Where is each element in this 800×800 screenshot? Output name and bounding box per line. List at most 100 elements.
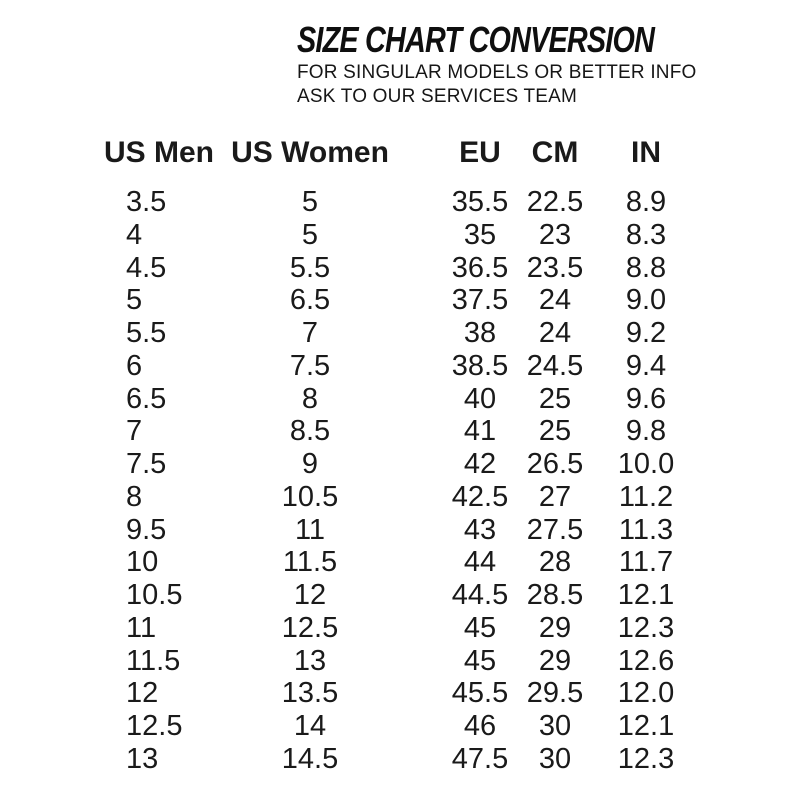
cell-eu: 45 bbox=[463, 611, 497, 644]
cell-in: 9.6 bbox=[625, 382, 667, 415]
cell-us-women: 7 bbox=[301, 317, 319, 349]
cell-cm: 25 bbox=[538, 415, 572, 448]
cell-in: 8.8 bbox=[625, 251, 667, 284]
cell-cm: 29 bbox=[538, 611, 572, 644]
subtitle-line-2: ASK TO OUR SERVICES TEAM bbox=[297, 85, 578, 107]
column-header-eu: EU bbox=[459, 136, 501, 169]
cell-in: 9.2 bbox=[625, 317, 667, 349]
cell-us-men: 13 bbox=[126, 742, 159, 775]
cell-cm: 28.5 bbox=[526, 579, 584, 611]
table-row: 4.5 5.5 36.5 23.5 8.8 bbox=[0, 252, 800, 285]
cell-cm: 30 bbox=[538, 742, 572, 775]
cell-us-men: 5.5 bbox=[126, 317, 167, 349]
cell-us-men: 3.5 bbox=[126, 186, 167, 218]
table-row: 3.5 5 35.5 22.5 8.9 bbox=[0, 186, 800, 219]
cell-cm: 22.5 bbox=[526, 186, 584, 218]
table-row: 12.5 14 46 30 12.1 bbox=[0, 710, 800, 743]
cell-in: 9.8 bbox=[625, 415, 667, 448]
cell-eu: 38 bbox=[463, 317, 497, 349]
cell-us-women: 5 bbox=[301, 218, 319, 251]
cell-us-men: 11 bbox=[126, 611, 157, 644]
table-header-row: US Men US Women EU CM IN bbox=[0, 136, 800, 169]
cell-us-women: 5 bbox=[301, 186, 319, 218]
cell-eu: 43 bbox=[463, 513, 497, 546]
column-header-us-women: US Women bbox=[231, 136, 389, 169]
cell-us-men: 12.5 bbox=[126, 710, 183, 742]
cell-eu: 40 bbox=[463, 382, 497, 415]
cell-us-men: 7 bbox=[126, 415, 143, 448]
cell-us-women: 9 bbox=[301, 448, 319, 480]
table-row: 12 13.5 45.5 29.5 12.0 bbox=[0, 677, 800, 710]
cell-eu: 36.5 bbox=[451, 251, 509, 284]
table-row: 8 10.5 42.5 27 11.2 bbox=[0, 481, 800, 514]
cell-eu: 35 bbox=[463, 218, 497, 251]
cell-us-women: 12 bbox=[293, 579, 327, 611]
cell-cm: 23.5 bbox=[526, 251, 584, 284]
cell-in: 12.1 bbox=[617, 579, 675, 611]
cell-eu: 42.5 bbox=[451, 480, 509, 513]
cell-eu: 45 bbox=[463, 644, 497, 677]
cell-cm: 23 bbox=[538, 218, 572, 251]
cell-eu: 38.5 bbox=[451, 349, 509, 382]
cell-us-men: 8 bbox=[126, 480, 143, 513]
table-row: 4 5 35 23 8.3 bbox=[0, 219, 800, 252]
cell-us-women: 12.5 bbox=[281, 611, 339, 644]
cell-in: 11.3 bbox=[618, 513, 674, 546]
cell-us-men: 6 bbox=[126, 349, 143, 382]
cell-us-men: 4.5 bbox=[126, 251, 167, 284]
cell-cm: 24 bbox=[538, 284, 572, 317]
column-header-in: IN bbox=[631, 136, 661, 169]
cell-in: 9.4 bbox=[625, 349, 667, 382]
cell-cm: 29.5 bbox=[526, 677, 584, 710]
column-header-cm: CM bbox=[531, 136, 579, 169]
cell-us-men: 6.5 bbox=[126, 382, 167, 415]
table-row: 6 7.5 38.5 24.5 9.4 bbox=[0, 350, 800, 383]
cell-in: 12.3 bbox=[617, 611, 675, 644]
cell-us-men: 10 bbox=[126, 546, 159, 579]
cell-us-women: 8.5 bbox=[289, 415, 331, 448]
cell-us-women: 11 bbox=[294, 513, 326, 546]
cell-us-men: 5 bbox=[126, 284, 143, 317]
cell-in: 12.6 bbox=[617, 644, 675, 677]
table-row: 10.5 12 44.5 28.5 12.1 bbox=[0, 579, 800, 612]
cell-cm: 26.5 bbox=[526, 448, 584, 480]
table-row: 9.5 11 43 27.5 11.3 bbox=[0, 514, 800, 547]
table-row: 13 14.5 47.5 30 12.3 bbox=[0, 743, 800, 776]
cell-us-women: 14.5 bbox=[281, 742, 339, 775]
cell-cm: 27.5 bbox=[526, 513, 584, 546]
cell-us-men: 4 bbox=[126, 218, 143, 251]
cell-us-women: 11.5 bbox=[282, 546, 338, 579]
table-row: 11 12.5 45 29 12.3 bbox=[0, 612, 800, 645]
cell-eu: 42 bbox=[463, 448, 497, 480]
cell-us-men: 12 bbox=[126, 677, 159, 710]
cell-eu: 46 bbox=[463, 710, 497, 742]
cell-eu: 37.5 bbox=[451, 284, 509, 317]
cell-in: 10.0 bbox=[617, 448, 675, 480]
subtitle-line-1: FOR SINGULAR MODELS OR BETTER INFO bbox=[297, 62, 697, 83]
cell-cm: 24 bbox=[538, 317, 572, 349]
table-row: 5 6.5 37.5 24 9.0 bbox=[0, 284, 800, 317]
cell-eu: 44.5 bbox=[451, 579, 509, 611]
page-subtitle: FOR SINGULAR MODELS OR BETTER INFO ASK T… bbox=[297, 61, 697, 108]
table-row: 10 11.5 44 28 11.7 bbox=[0, 546, 800, 579]
table-row: 6.5 8 40 25 9.6 bbox=[0, 383, 800, 416]
table-row: 5.5 7 38 24 9.2 bbox=[0, 317, 800, 350]
table-row: 7 8.5 41 25 9.8 bbox=[0, 415, 800, 448]
cell-in: 9.0 bbox=[625, 284, 667, 317]
cell-eu: 44 bbox=[463, 546, 497, 579]
cell-us-women: 5.5 bbox=[289, 251, 331, 284]
cell-us-women: 7.5 bbox=[289, 349, 331, 382]
cell-us-women: 13.5 bbox=[281, 677, 339, 710]
cell-eu: 47.5 bbox=[451, 742, 509, 775]
cell-in: 12.0 bbox=[617, 677, 675, 710]
cell-us-women: 10.5 bbox=[281, 480, 339, 513]
cell-us-women: 6.5 bbox=[289, 284, 331, 317]
table-row: 11.5 13 45 29 12.6 bbox=[0, 645, 800, 678]
cell-us-men: 9.5 bbox=[126, 513, 167, 546]
cell-us-women: 13 bbox=[293, 644, 327, 677]
cell-in: 11.7 bbox=[618, 546, 674, 579]
cell-in: 12.3 bbox=[617, 742, 675, 775]
cell-eu: 45.5 bbox=[451, 677, 509, 710]
cell-in: 12.1 bbox=[617, 710, 675, 742]
table-body: 3.5 5 35.5 22.5 8.9 4 5 35 23 8.3 4.5 5.… bbox=[0, 186, 800, 776]
